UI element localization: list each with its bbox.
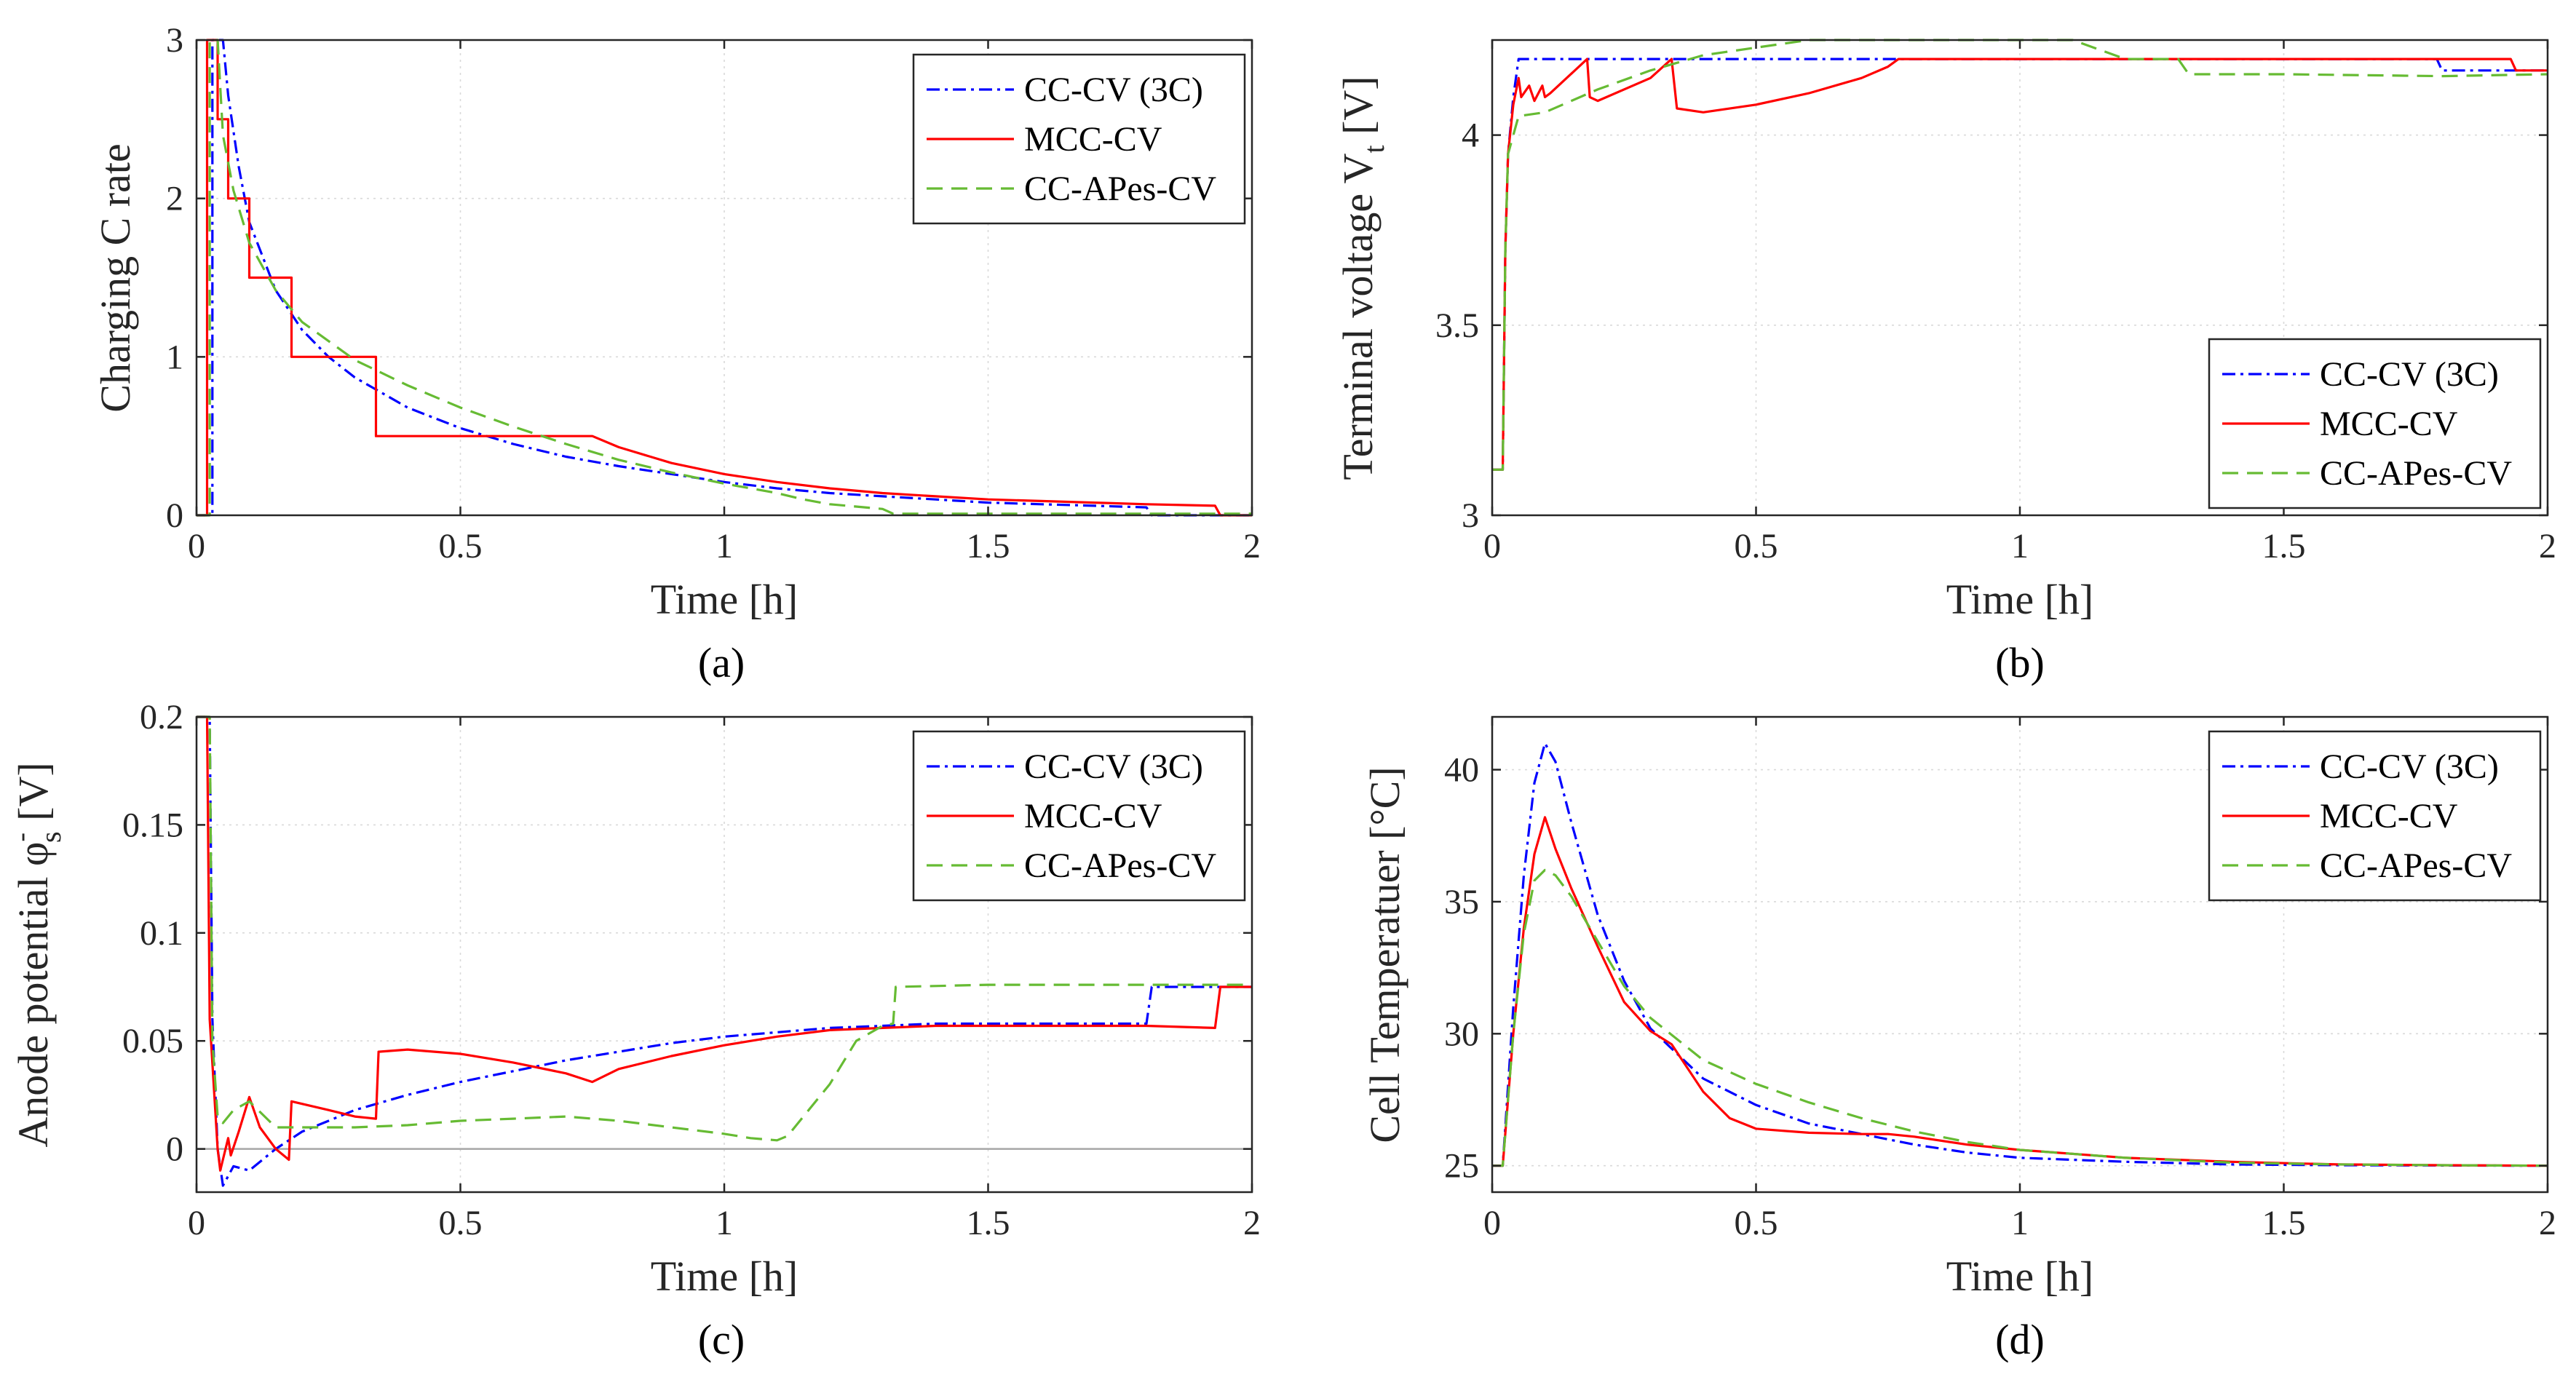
panel-caption: (d)	[1995, 1316, 2045, 1363]
series-line-mcc-cv	[197, 715, 1252, 1172]
x-tick-label: 2	[2539, 1204, 2556, 1242]
legend-label: CC-APes-CV	[1024, 170, 1216, 208]
legend-label: CC-CV (3C)	[1024, 71, 1203, 109]
legend-label: MCC-CV	[1024, 797, 1162, 836]
panel-caption: (b)	[1995, 639, 2045, 686]
x-tick-label: 1.5	[967, 1204, 1010, 1242]
x-tick-label: 1	[716, 527, 733, 565]
series-line-mcc-cv	[1492, 816, 2548, 1167]
legend-label: MCC-CV	[2320, 797, 2458, 836]
panel-b: 0 0.5 1 1.5 2 3 3.5 4 Time [h] Terminal voltage V…	[1334, 39, 2556, 686]
x-tick-label: 1	[2011, 527, 2029, 565]
y-tick-label: 40	[1444, 751, 1479, 790]
x-tick-label: 2	[1243, 1204, 1261, 1242]
y-tick-label: 30	[1444, 1015, 1479, 1053]
series-line-cc-cv-3c	[1492, 57, 2548, 471]
y-tick-label: 2	[166, 180, 183, 218]
y-tick-label: 35	[1444, 883, 1479, 921]
series-line-cc-cv-3c	[1492, 742, 2548, 1167]
x-tick-label: 0.5	[439, 1204, 483, 1242]
legend-label: CC-APes-CV	[2320, 846, 2512, 885]
legend: CC-CV (3C) MCC-CV CC-APes-CV	[2208, 338, 2542, 509]
legend-label: CC-CV (3C)	[1024, 747, 1203, 786]
panel-caption: (a)	[698, 639, 745, 686]
x-tick-label: 1	[716, 1204, 733, 1242]
x-axis-label: Time [h]	[651, 576, 798, 623]
x-tick-label: 1.5	[2262, 1204, 2306, 1242]
legend-label: MCC-CV	[1024, 120, 1162, 159]
y-tick-label: 3	[1462, 496, 1479, 535]
legend-label: CC-APes-CV	[2320, 454, 2512, 493]
x-tick-label: 1.5	[967, 527, 1010, 565]
legend-label: MCC-CV	[2320, 405, 2458, 443]
x-tick-label: 0.5	[439, 527, 483, 565]
legend: CC-CV (3C) MCC-CV CC-APes-CV	[912, 53, 1246, 225]
y-tick-label: 0	[166, 1130, 183, 1169]
x-tick-label: 0	[1483, 1204, 1501, 1242]
y-axis-label: Charging C rate	[92, 143, 139, 412]
series-line-cc-apes-cv	[197, 715, 1252, 1142]
x-tick-label: 0	[1483, 527, 1501, 565]
x-tick-label: 2	[2539, 527, 2556, 565]
y-tick-label: 1	[166, 338, 183, 376]
series-line-cc-apes-cv	[1492, 868, 2548, 1167]
y-tick-label: 3.5	[1435, 306, 1479, 345]
y-axis-label: Cell Temperatuer [°C]	[1361, 766, 1408, 1143]
y-tick-label: 0.15	[122, 806, 183, 844]
legend-box	[2208, 730, 2542, 902]
legend-label: CC-APes-CV	[1024, 846, 1216, 885]
legend-label: CC-CV (3C)	[2320, 355, 2499, 394]
panel-c: 0 0.5 1 1.5 2 0 0.05 0.1 0.15 0.2 Time [h] Anode po…	[6, 698, 1261, 1363]
x-axis-label: Time [h]	[1946, 576, 2094, 623]
x-tick-label: 0.5	[1735, 1204, 1778, 1242]
y-tick-label: 0.05	[122, 1022, 183, 1060]
legend: CC-CV (3C) MCC-CV CC-APes-CV	[912, 730, 1246, 902]
y-axis-label: Anode potential φ-s [V]	[6, 762, 67, 1147]
x-axis-label: Time [h]	[1946, 1253, 2094, 1300]
panel-d: 0 0.5 1 1.5 2 25 30 35 40 Time [h] Cell Temperatue…	[1361, 715, 2556, 1363]
x-tick-label: 0	[188, 1204, 205, 1242]
series-line-cc-cv-3c	[197, 715, 1252, 1187]
x-tick-label: 1	[2011, 1204, 2029, 1242]
legend: CC-CV (3C) MCC-CV CC-APes-CV	[2208, 730, 2542, 902]
legend-label: CC-CV (3C)	[2320, 747, 2499, 786]
series-line-cc-apes-cv	[197, 39, 1252, 517]
x-tick-label: 1.5	[2262, 527, 2306, 565]
y-tick-label: 0.1	[140, 914, 183, 953]
y-tick-label: 3	[166, 21, 183, 60]
series-line-mcc-cv	[1492, 57, 2548, 471]
y-tick-label: 0	[166, 496, 183, 535]
x-axis-label: Time [h]	[651, 1253, 798, 1300]
y-tick-label: 0.2	[140, 698, 183, 737]
x-tick-label: 2	[1243, 527, 1261, 565]
y-tick-label: 25	[1444, 1147, 1479, 1186]
panel-a: 0 0.5 1 1.5 2 0 1 2 3 Time [h] Charging C rate (a) C…	[92, 21, 1261, 686]
y-tick-label: 4	[1462, 116, 1479, 155]
y-axis-label: Terminal voltage Vt [V]	[1334, 76, 1390, 480]
panel-caption: (c)	[698, 1316, 745, 1363]
series-line-cc-cv-3c	[197, 39, 1252, 517]
x-tick-label: 0	[188, 527, 205, 565]
x-tick-label: 0.5	[1735, 527, 1778, 565]
